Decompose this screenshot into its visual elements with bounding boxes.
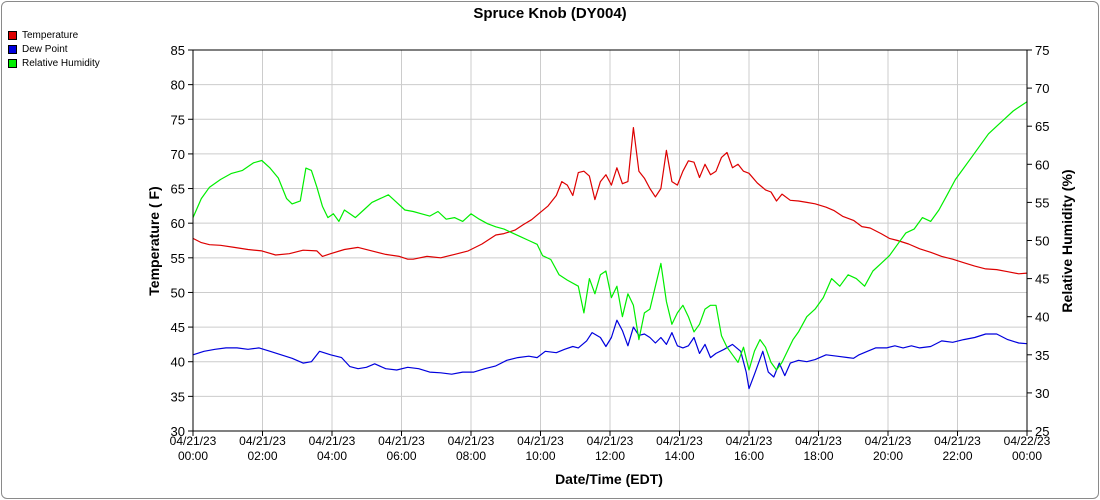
x-tick-time-label: 22:00 [942,449,972,463]
x-tick-time-label: 16:00 [734,449,764,463]
y-left-tick-label: 75 [171,112,185,127]
y-left-tick-label: 70 [171,147,185,162]
y-right-tick-label: 40 [1035,310,1049,325]
y-right-tick-label: 70 [1035,81,1049,96]
x-tick-date-label: 04/21/23 [934,434,981,448]
x-tick-time-label: 00:00 [178,449,208,463]
series-line-dew-point [192,319,1028,390]
x-tick-date-label: 04/21/23 [587,434,634,448]
x-tick-time-label: 00:00 [1012,449,1042,463]
legend-item-dew-point: Dew Point [8,42,100,56]
legend-swatch-dew-point [8,44,17,54]
y-left-tick-label: 30 [171,424,185,439]
y-right-tick-label: 30 [1035,386,1049,401]
x-tick-date-label: 04/21/23 [378,434,425,448]
x-tick-time-label: 20:00 [873,449,903,463]
y-right-tick-label: 55 [1035,195,1049,210]
x-axis-label: Date/Time (EDT) [555,471,663,487]
x-tick-date-label: 04/21/23 [795,434,842,448]
series-line-temperature [192,126,1028,275]
y-axis-right-label: Relative Humidity (%) [1059,169,1075,312]
y-right-tick-label: 35 [1035,348,1049,363]
x-tick-time-label: 12:00 [595,449,625,463]
y-right-tick-label: 25 [1035,424,1049,439]
legend-item-relative-humidity: Relative Humidity [8,56,100,70]
x-tick-time-label: 04:00 [317,449,347,463]
y-left-tick-label: 45 [171,320,185,335]
grid-lines [192,49,1028,432]
y-left-tick-label: 50 [171,285,185,300]
legend-item-temperature: Temperature [8,28,100,42]
legend-swatch-relative-humidity [8,58,17,68]
x-tick-date-label: 04/21/23 [170,434,217,448]
legend: Temperature Dew Point Relative Humidity [8,28,100,70]
y-left-tick-label: 40 [171,355,185,370]
y-right-tick-label: 75 [1035,43,1049,58]
x-tick-date-label: 04/21/23 [656,434,703,448]
y-left-tick-label: 65 [171,182,185,197]
chart-title: Spruce Knob (DY004) [473,5,626,22]
y-right-tick-label: 65 [1035,119,1049,134]
x-tick-date-label: 04/21/23 [517,434,564,448]
x-tick-date-label: 04/21/23 [448,434,495,448]
x-tick-date-label: 04/22/23 [1004,434,1051,448]
axis-ticks: 30 35 40 45 50 55 60 65 70 75 80 85 25 30 35 40 45 50 55 60… [170,43,1051,463]
x-tick-date-label: 04/21/23 [309,434,356,448]
x-tick-time-label: 18:00 [803,449,833,463]
legend-label-temperature: Temperature [22,29,79,41]
y-left-tick-label: 60 [171,216,185,231]
x-tick-time-label: 08:00 [456,449,486,463]
x-tick-time-label: 10:00 [525,449,555,463]
legend-label-relative-humidity: Relative Humidity [22,57,100,69]
series-line-relative-humidity [192,101,1028,371]
y-left-tick-label: 55 [171,251,185,266]
y-left-tick-label: 80 [171,78,185,93]
x-tick-date-label: 04/21/23 [726,434,773,448]
series-layer [192,101,1028,390]
x-tick-time-label: 02:00 [247,449,277,463]
y-right-tick-label: 50 [1035,234,1049,249]
x-tick-date-label: 04/21/23 [865,434,912,448]
legend-label-dew-point: Dew Point [22,43,68,55]
y-left-tick-label: 85 [171,43,185,58]
x-tick-date-label: 04/21/23 [239,434,286,448]
y-right-tick-label: 45 [1035,272,1049,287]
y-axis-left-label: Temperature ( F) [146,186,162,295]
y-left-tick-label: 35 [171,389,185,404]
y-right-tick-label: 60 [1035,157,1049,172]
x-tick-time-label: 06:00 [386,449,416,463]
legend-swatch-temperature [8,30,17,40]
x-tick-time-label: 14:00 [664,449,694,463]
